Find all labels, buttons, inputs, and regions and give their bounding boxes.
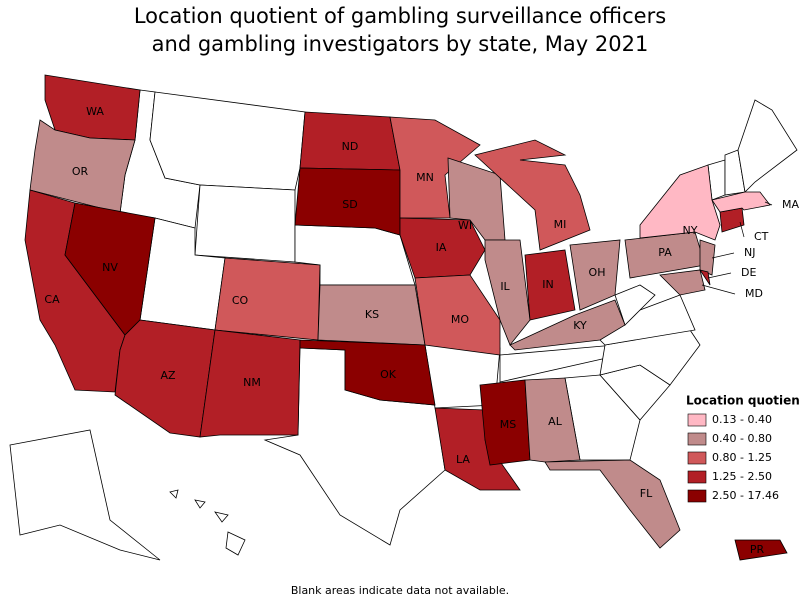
note: Blank areas indicate data not available. — [291, 584, 509, 597]
state-label: OH — [589, 266, 606, 279]
state — [569, 239, 621, 311]
legend: 0.13 - 0.40 0.40 - 0.80 0.80 - 1.25 1.25 - … — [687, 413, 779, 503]
leader-line — [711, 252, 735, 259]
state-label: WI — [458, 219, 472, 232]
state — [214, 511, 229, 523]
state-label: FL — [640, 487, 653, 500]
state-label: KS — [365, 308, 379, 321]
state-label: PR — [750, 543, 765, 556]
legend-title: Location quotient — [686, 394, 800, 408]
state — [479, 379, 531, 466]
legend-swatch — [687, 413, 707, 427]
state-label: CO — [232, 294, 249, 307]
title: and gambling investigators by state, May… — [152, 32, 649, 56]
legend-swatch — [687, 489, 707, 503]
state-label: IN — [542, 278, 553, 291]
state — [149, 91, 306, 191]
state — [524, 249, 576, 321]
state-label: IL — [500, 280, 510, 293]
leader-line — [764, 201, 773, 206]
state-label: CT — [754, 230, 769, 243]
state — [639, 164, 721, 241]
state-label: SD — [342, 198, 357, 211]
state-label: MI — [554, 218, 567, 231]
legend-label: 1.25 - 2.50 — [712, 470, 772, 483]
state-label: KY — [573, 319, 587, 332]
state-label: OR — [72, 165, 89, 178]
state-label: IA — [436, 241, 447, 254]
state-label: MN — [416, 171, 434, 184]
state — [474, 139, 591, 251]
state — [169, 489, 179, 499]
state — [544, 459, 681, 549]
leader-line — [707, 272, 732, 279]
legend-label: 0.80 - 1.25 — [712, 451, 772, 464]
legend-swatch — [687, 432, 707, 446]
leader-line — [739, 221, 745, 238]
state-label: AZ — [160, 369, 176, 382]
state — [9, 429, 161, 561]
leader-line — [701, 284, 736, 295]
state-label: DE — [741, 266, 756, 279]
states: WA OR CA NV AZ CO NM ND SD KS OK MN IA MO LA WI IL MI IN OH… — [24, 74, 799, 561]
state — [194, 499, 206, 509]
state-label: MO — [451, 313, 469, 326]
legend-label: 0.13 - 0.40 — [712, 413, 772, 426]
state — [734, 539, 788, 561]
state — [299, 339, 436, 406]
state-label: NM — [243, 376, 261, 389]
state — [699, 269, 711, 286]
state-label: WA — [86, 105, 104, 118]
state-label: NJ — [744, 246, 755, 259]
legend-label: 2.50 - 17.46 — [712, 489, 779, 502]
state — [29, 119, 136, 214]
state — [225, 531, 246, 556]
state-label: PA — [658, 246, 672, 259]
state-label: MA — [782, 198, 799, 211]
state-label: MD — [745, 287, 763, 300]
state-label: MS — [500, 418, 516, 431]
state — [194, 184, 296, 263]
state — [699, 239, 716, 276]
state — [711, 191, 771, 213]
state-label: NY — [683, 224, 698, 237]
legend-swatch — [687, 470, 707, 484]
blank-states — [9, 89, 798, 561]
state — [737, 99, 798, 193]
state-label: OK — [380, 368, 397, 381]
state — [294, 167, 401, 236]
legend-swatch — [687, 451, 707, 465]
state-label: ND — [342, 140, 359, 153]
state-label: AL — [548, 415, 563, 428]
state-label: NV — [102, 261, 118, 274]
state — [659, 269, 706, 296]
state — [414, 274, 501, 356]
state — [509, 299, 626, 351]
legend-label: 0.40 - 0.80 — [712, 432, 772, 445]
state-label: LA — [456, 453, 470, 466]
state-label: CA — [44, 293, 60, 306]
state — [389, 116, 481, 219]
state — [524, 377, 581, 463]
state — [214, 257, 321, 341]
title: Location quotient of gambling surveillan… — [134, 4, 666, 28]
state — [199, 329, 301, 438]
